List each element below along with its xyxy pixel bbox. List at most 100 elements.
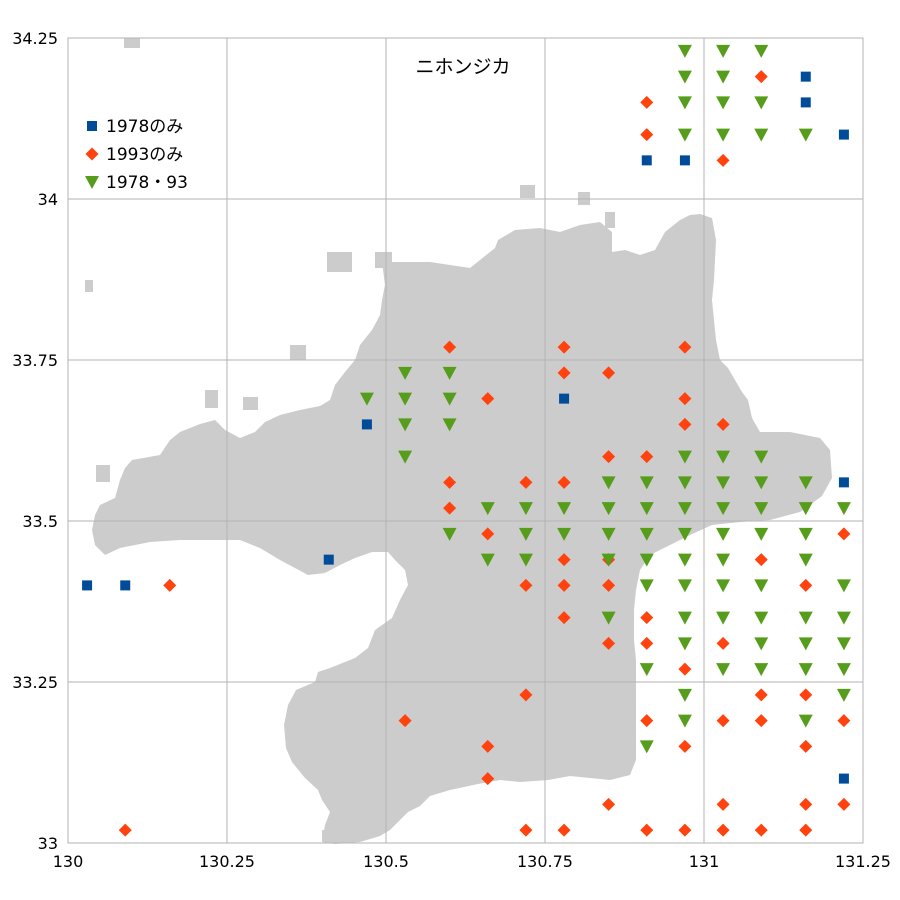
- data-point: [639, 527, 654, 541]
- data-point: [677, 476, 692, 490]
- data-point: [754, 70, 768, 84]
- data-point: [518, 502, 533, 516]
- data-point: [838, 477, 849, 488]
- x-tick-label: 130.5: [363, 852, 409, 871]
- data-point: [754, 611, 769, 625]
- data-point: [798, 663, 813, 677]
- data-point: [716, 96, 731, 110]
- data-point: [481, 739, 495, 753]
- data-point: [601, 476, 616, 490]
- data-point: [602, 450, 616, 464]
- data-point: [602, 797, 616, 811]
- data-point: [602, 636, 616, 650]
- data-point: [639, 502, 654, 516]
- data-point: [716, 527, 731, 541]
- chart-title: ニホンジカ: [415, 56, 510, 78]
- data-point: [677, 502, 692, 516]
- x-tick-label: 130.75: [517, 852, 573, 871]
- data-point: [678, 392, 692, 406]
- data-point: [716, 153, 730, 167]
- data-point: [557, 340, 571, 354]
- data-point: [798, 611, 813, 625]
- data-point: [798, 476, 813, 490]
- data-point: [518, 527, 533, 541]
- data-point: [442, 418, 457, 432]
- data-point: [557, 366, 571, 380]
- data-point: [754, 502, 769, 516]
- x-tick-label: 130: [53, 852, 84, 871]
- legend: 1978のみ 1993のみ 1978・93: [85, 117, 188, 193]
- data-point: [118, 823, 132, 837]
- legend-entry-label: 1978のみ: [106, 117, 183, 137]
- data-point: [323, 554, 334, 565]
- data-point: [754, 714, 768, 728]
- data-point: [754, 476, 769, 490]
- data-point: [677, 128, 692, 142]
- legend-marker-0: [87, 121, 97, 131]
- x-tick-label: 131: [689, 852, 720, 871]
- y-tick-label: 34: [38, 190, 58, 209]
- data-point: [716, 579, 731, 593]
- data-point: [716, 553, 731, 567]
- data-point: [519, 688, 533, 702]
- legend-entry-label: 1978・93: [106, 173, 188, 193]
- data-point: [754, 44, 769, 58]
- data-point: [557, 475, 571, 489]
- data-point: [754, 663, 769, 677]
- data-point: [677, 637, 692, 651]
- data-point: [557, 527, 572, 541]
- data-point: [716, 44, 731, 58]
- data-point: [799, 797, 813, 811]
- data-point: [639, 476, 654, 490]
- data-point: [800, 97, 811, 108]
- data-point: [398, 366, 413, 380]
- y-tick-label: 33.25: [12, 673, 58, 692]
- data-point: [754, 128, 769, 142]
- data-point: [602, 578, 616, 592]
- data-point: [677, 70, 692, 84]
- data-point: [677, 611, 692, 625]
- data-point: [398, 392, 413, 406]
- data-point: [678, 823, 692, 837]
- data-point: [640, 95, 654, 109]
- data-point: [677, 44, 692, 58]
- data-point: [442, 392, 457, 406]
- data-point: [716, 823, 730, 837]
- data-point: [640, 128, 654, 142]
- data-point: [716, 450, 731, 464]
- data-point: [838, 773, 849, 784]
- x-tick-label: 131.25: [835, 852, 891, 871]
- data-point: [716, 128, 731, 142]
- data-point: [754, 553, 768, 567]
- data-point: [82, 580, 93, 591]
- data-point: [838, 129, 849, 140]
- data-point: [557, 611, 571, 625]
- data-point: [754, 579, 769, 593]
- data-point: [837, 797, 851, 811]
- data-point: [481, 772, 495, 786]
- data-point: [359, 392, 374, 406]
- data-point: [481, 392, 495, 406]
- plot-area-frame: [67, 37, 864, 844]
- data-point: [639, 579, 654, 593]
- data-point: [361, 419, 372, 430]
- data-point: [601, 553, 616, 567]
- data-point: [640, 714, 654, 728]
- data-point: [716, 636, 730, 650]
- y-tick-label: 34.25: [12, 29, 58, 48]
- data-point: [677, 688, 692, 702]
- data-point: [678, 662, 692, 676]
- data-point: [837, 714, 851, 728]
- data-point: [601, 611, 616, 625]
- data-point: [442, 527, 457, 541]
- data-point: [798, 714, 813, 728]
- data-point: [800, 71, 811, 82]
- x-axis-tick-labels: 130 130.25 130.5 130.75 131 131.25: [53, 852, 891, 871]
- data-point: [798, 502, 813, 516]
- series-0: [82, 71, 849, 784]
- y-tick-label: 33: [38, 834, 58, 853]
- data-point: [679, 155, 690, 166]
- x-tick-label: 130.25: [199, 852, 255, 871]
- data-point: [163, 578, 177, 592]
